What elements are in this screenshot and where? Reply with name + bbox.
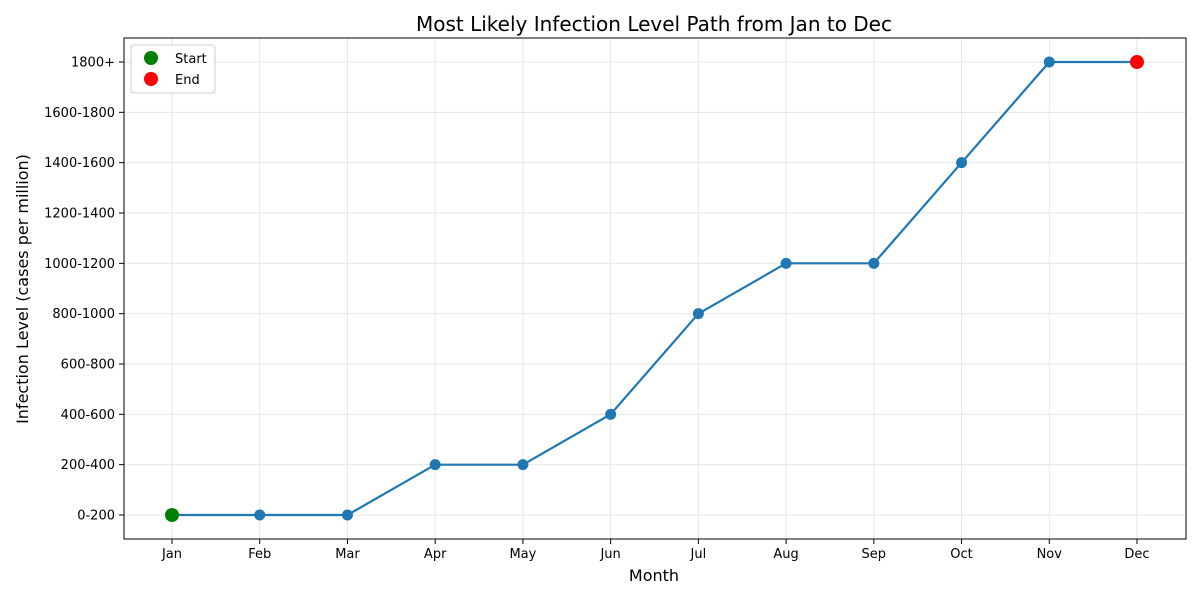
y-tick-label: 1000-1200 [44, 257, 115, 272]
x-tick-label: Feb [248, 547, 271, 562]
x-tick-label: Jan [161, 547, 182, 562]
x-tick-label: Oct [950, 547, 972, 562]
x-tick-label: Dec [1124, 547, 1149, 562]
y-tick-label: 600-800 [61, 358, 115, 373]
x-tick-label: Mar [335, 547, 360, 562]
data-point [517, 459, 529, 471]
x-tick-label: Apr [424, 547, 447, 562]
data-point [605, 408, 617, 420]
start-marker [165, 508, 179, 522]
data-point [1043, 56, 1055, 68]
y-tick-label: 1800+ [71, 56, 115, 71]
y-tick-label: 0-200 [77, 509, 115, 524]
data-point [956, 157, 968, 169]
data-point [780, 257, 792, 269]
data-point [254, 509, 266, 521]
y-tick-label: 1400-1600 [44, 156, 115, 171]
series-line [172, 60, 1137, 517]
plot-area [123, 37, 1187, 540]
y-tick-label: 800-1000 [52, 307, 115, 322]
y-tick-label: 400-600 [61, 408, 115, 423]
y-tick-label: 1200-1400 [44, 207, 115, 222]
data-point [868, 257, 880, 269]
x-tick-label: Aug [773, 547, 798, 562]
legend-start-label: Start [175, 52, 207, 67]
y-tick-label: 1600-1800 [44, 106, 115, 121]
data-point [692, 308, 704, 320]
chart-title: Most Likely Infection Level Path from Ja… [416, 12, 892, 36]
x-tick-label: May [509, 547, 536, 562]
x-tick-label: Jun [599, 547, 620, 562]
x-axis: Jan Feb Mar Apr May Jun Jul Aug Sep Oct Nov Dec [161, 539, 1150, 562]
x-tick-label: Sep [862, 547, 887, 562]
x-tick-label: Jul [690, 547, 707, 562]
legend-end-label: End [175, 73, 200, 88]
data-point [429, 459, 441, 471]
y-tick-label: 200-400 [61, 458, 115, 473]
y-axis: 0-200 200-400 400-600 600-800 800-1000 1000-1… [44, 56, 124, 524]
y-axis-label: Infection Level (cases per million) [13, 154, 32, 424]
legend-start-marker [144, 51, 158, 65]
legend: Start End [130, 44, 216, 94]
legend-end-marker [144, 72, 158, 86]
marker-layer [165, 55, 1144, 522]
x-axis-label: Month [629, 566, 679, 585]
data-point [341, 509, 353, 521]
end-marker [1130, 55, 1144, 69]
x-tick-label: Nov [1037, 547, 1063, 562]
grid [124, 38, 1186, 539]
